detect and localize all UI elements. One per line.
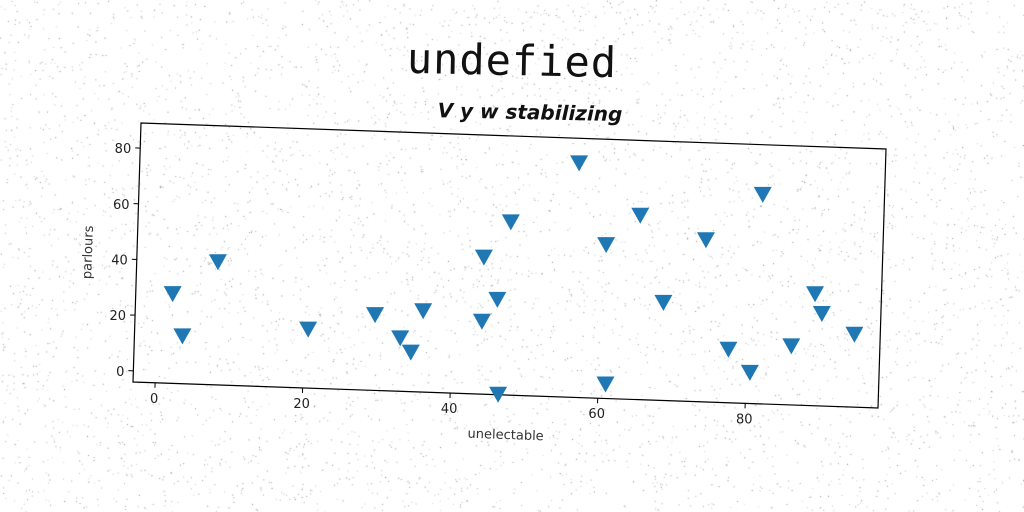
- y-tick-label: 60: [113, 198, 130, 213]
- x-tick-label: 80: [736, 412, 753, 427]
- y-tick-label: 20: [110, 309, 127, 324]
- scatter-point: [740, 364, 759, 381]
- y-tick-label: 80: [115, 142, 132, 157]
- scatter-point: [806, 286, 825, 303]
- data-points: [163, 155, 864, 403]
- scatter-point: [845, 326, 864, 343]
- scatter-point: [753, 186, 772, 203]
- y-tick-label: 40: [111, 253, 128, 268]
- scatter-point: [596, 376, 615, 393]
- scatter-point: [597, 237, 616, 254]
- plot-frame: [132, 122, 887, 409]
- scatter-point: [488, 291, 507, 308]
- axis-ticks: 0 20 40 60 80 0 20 40 60 80: [110, 142, 753, 427]
- scatter-point: [812, 306, 831, 323]
- scatter-point: [501, 214, 520, 231]
- scatter-point: [782, 338, 801, 355]
- x-tick-label: 20: [293, 397, 310, 412]
- x-tick-label: 40: [441, 402, 458, 417]
- scatter-point: [489, 386, 508, 403]
- y-axis-label: parlours: [80, 225, 97, 279]
- scatter-point: [414, 303, 433, 320]
- scatter-point: [401, 344, 420, 361]
- scatter-point: [696, 232, 715, 249]
- scatter-point: [631, 207, 650, 224]
- scatter-point: [208, 254, 227, 271]
- x-axis-label: unelectable: [467, 427, 544, 445]
- scatter-point: [719, 341, 738, 358]
- scatter-point: [299, 321, 318, 338]
- scatter-point: [472, 313, 491, 330]
- scatter-point: [366, 307, 385, 324]
- x-tick-label: 60: [588, 407, 605, 422]
- scatter-point: [391, 330, 410, 347]
- scatter-point: [163, 286, 182, 303]
- scatter-point: [173, 328, 192, 345]
- x-tick-label: 0: [150, 392, 158, 407]
- scatter-point: [654, 294, 673, 311]
- scatter-point: [474, 249, 493, 266]
- y-tick-label: 0: [116, 365, 124, 380]
- scatter-point: [570, 155, 589, 172]
